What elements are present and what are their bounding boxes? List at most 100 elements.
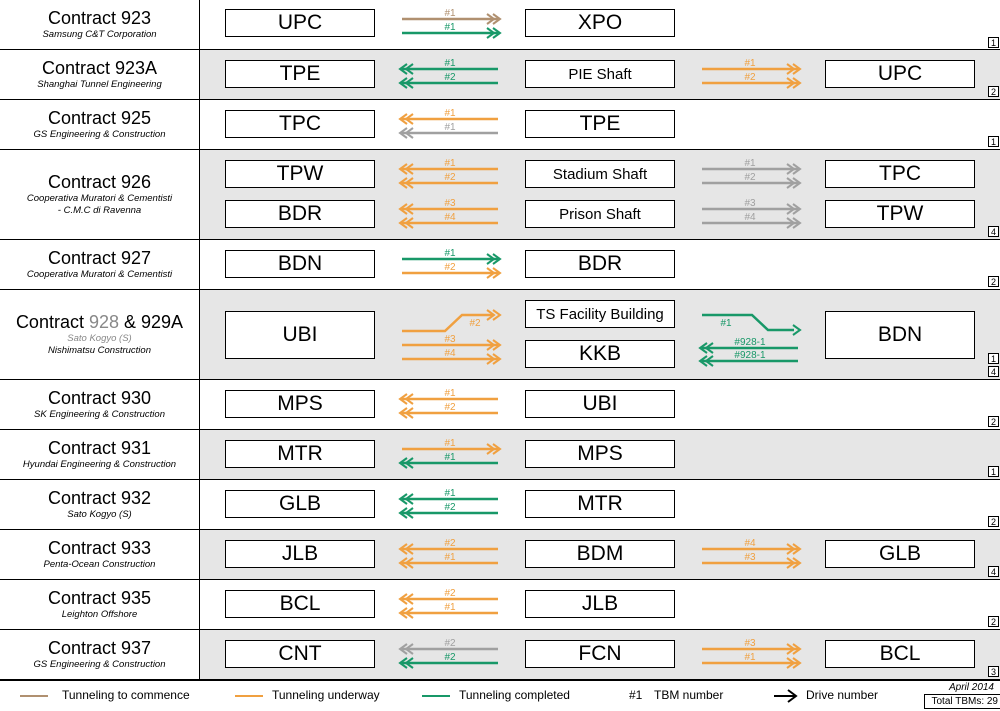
legend-completed-label: Tunneling completed xyxy=(459,688,570,702)
tbm-label: #1 xyxy=(444,552,456,563)
arrows-929a-bent: #1 xyxy=(702,313,802,336)
tbm-label: #3 xyxy=(444,334,456,345)
contract-title: Contract 923 xyxy=(47,8,152,28)
tbm-label: #4 xyxy=(744,212,756,223)
tbm-label: #1 xyxy=(744,652,756,663)
tbm-count: 2 xyxy=(988,516,999,527)
contract-title: Contract 930 xyxy=(47,388,152,408)
contract-row-937: Contract 937 GS Engineering & Constructi… xyxy=(0,630,1000,680)
station-box-ubi: UBI xyxy=(525,390,675,418)
tbm-label: #3 xyxy=(444,198,456,209)
total-tbms: Total TBMs: 29 xyxy=(924,694,1000,709)
station-box-ts-facility-building: TS Facility Building xyxy=(525,300,675,328)
arrows-933-left-1: #2 xyxy=(398,538,498,555)
station-box-tpc: TPC xyxy=(825,160,975,188)
contract-label: Contract 923 Samsung C&T Corporation xyxy=(0,0,200,49)
tbm-label: #4 xyxy=(444,212,456,223)
arrows-937-right-1: #3 xyxy=(702,638,802,655)
arrows-926b-left-1: #3 xyxy=(398,198,498,215)
tbm-label: #2 xyxy=(744,72,756,83)
tbm-label: #1 xyxy=(444,248,456,259)
arrows-933-right-2: #3 xyxy=(702,552,802,569)
contractor-name-gray: Sato Kogyo (S) xyxy=(67,333,132,344)
tbm-count-1: 1 xyxy=(988,353,999,364)
legend-tbm-symbol: #1 xyxy=(629,688,643,702)
station-box-bcl: BCL xyxy=(225,590,375,618)
tbm-label: #2 xyxy=(444,262,456,273)
arrows-925-1: #1 xyxy=(398,108,498,125)
arrows-930-2: #2 xyxy=(398,402,498,419)
tbm-count: 1 xyxy=(988,136,999,147)
tbm-label: #2 xyxy=(444,72,456,83)
tbm-count: 2 xyxy=(988,416,999,427)
station-box-bdn: BDN xyxy=(225,250,375,278)
station-box-tpw: TPW xyxy=(225,160,375,188)
tbm-count: 4 xyxy=(988,566,999,577)
tbm-label: #1 xyxy=(444,488,456,499)
contract-title: Contract 923A xyxy=(41,58,158,78)
legend-underway-line xyxy=(235,695,263,697)
arrows-935-2: #1 xyxy=(398,602,498,619)
contract-label: Contract 928 & 929A Sato Kogyo (S) Nishi… xyxy=(0,290,200,379)
station-box-tpe: TPE xyxy=(225,60,375,88)
contract-title: Contract 935 xyxy=(47,588,152,608)
station-box-xpo: XPO xyxy=(525,9,675,37)
legend-tbm-label: TBM number xyxy=(654,688,724,702)
tbm-label: #1 xyxy=(444,58,456,69)
contract-title: Contract 926 xyxy=(47,172,152,192)
legend-commence-line xyxy=(20,695,48,697)
contractor-name: Nishimatsu Construction xyxy=(48,345,151,356)
station-box-fcn: FCN xyxy=(525,640,675,668)
station-box-bdr: BDR xyxy=(525,250,675,278)
arrows-926b-right-1: #3 xyxy=(702,198,802,215)
station-box-tpw: TPW xyxy=(825,200,975,228)
contractor-name: Cooperativa Muratori & Cementisti xyxy=(26,269,173,280)
contractor-name: GS Engineering & Construction xyxy=(33,659,166,670)
legend: Tunneling to commence Tunneling underway… xyxy=(0,680,1000,711)
tbm-count: 1 xyxy=(988,466,999,477)
contractor-name: Hyundai Engineering & Construction xyxy=(22,459,177,470)
arrows-937-left-2: #2 xyxy=(398,652,498,669)
arrows-935-1: #2 xyxy=(398,588,498,605)
tbm-label: #3 xyxy=(744,198,756,209)
contract-label: Contract 925 GS Engineering & Constructi… xyxy=(0,100,200,149)
station-box-bdr: BDR xyxy=(225,200,375,228)
contractor-name-line2: - C.M.C di Ravenna xyxy=(57,205,142,216)
contract-title: Contract 927 xyxy=(47,248,152,268)
arrows-926a-left-2: #2 xyxy=(398,172,498,189)
station-box-glb: GLB xyxy=(225,490,375,518)
contract-label: Contract 935 Leighton Offshore xyxy=(0,580,200,629)
contract-label: Contract 923A Shanghai Tunnel Engineerin… xyxy=(0,50,200,99)
arrows-923-1: #1 xyxy=(402,8,502,25)
contract-label: Contract 930 SK Engineering & Constructi… xyxy=(0,380,200,429)
arrows-927-1: #1 xyxy=(402,248,502,265)
arrows-926b-right-2: #4 xyxy=(702,212,802,229)
tbm-count: 2 xyxy=(988,616,999,627)
contract-row-923a: Contract 923A Shanghai Tunnel Engineerin… xyxy=(0,50,1000,100)
arrows-928-3: #3 xyxy=(402,334,502,351)
station-box-pie-shaft: PIE Shaft xyxy=(525,60,675,88)
contract-title-prefix: Contract xyxy=(15,312,89,332)
contract-row-931: Contract 931 Hyundai Engineering & Const… xyxy=(0,430,1000,480)
contract-row-923: Contract 923 Samsung C&T Corporation UPC… xyxy=(0,0,1000,50)
contractor-name: Cooperativa Muratori & Cementisti xyxy=(26,193,173,204)
station-box-jlb: JLB xyxy=(525,590,675,618)
arrows-937-left-1: #2 xyxy=(398,638,498,655)
arrows-929a-2: #928-1 xyxy=(698,337,798,354)
tbm-label: #2 xyxy=(469,318,481,329)
contract-row-926: Contract 926 Cooperativa Muratori & Ceme… xyxy=(0,150,1000,240)
contract-title: Contract 931 xyxy=(47,438,152,458)
tbm-label: #2 xyxy=(744,172,756,183)
tbm-count: 3 xyxy=(988,666,999,677)
tbm-label: #1 xyxy=(444,602,456,613)
arrows-923a-left-1: #1 xyxy=(398,58,498,75)
tbm-label: #1 xyxy=(444,438,456,449)
contractor-name: Penta-Ocean Construction xyxy=(43,559,156,570)
tbm-label: #3 xyxy=(744,638,756,649)
legend-drive-arrow-icon xyxy=(774,689,798,703)
tbm-label: #1 xyxy=(744,158,756,169)
tbm-label: #2 xyxy=(444,172,456,183)
contract-label: Contract 933 Penta-Ocean Construction xyxy=(0,530,200,579)
chart-date: April 2014 xyxy=(948,682,994,693)
station-box-bdm: BDM xyxy=(525,540,675,568)
